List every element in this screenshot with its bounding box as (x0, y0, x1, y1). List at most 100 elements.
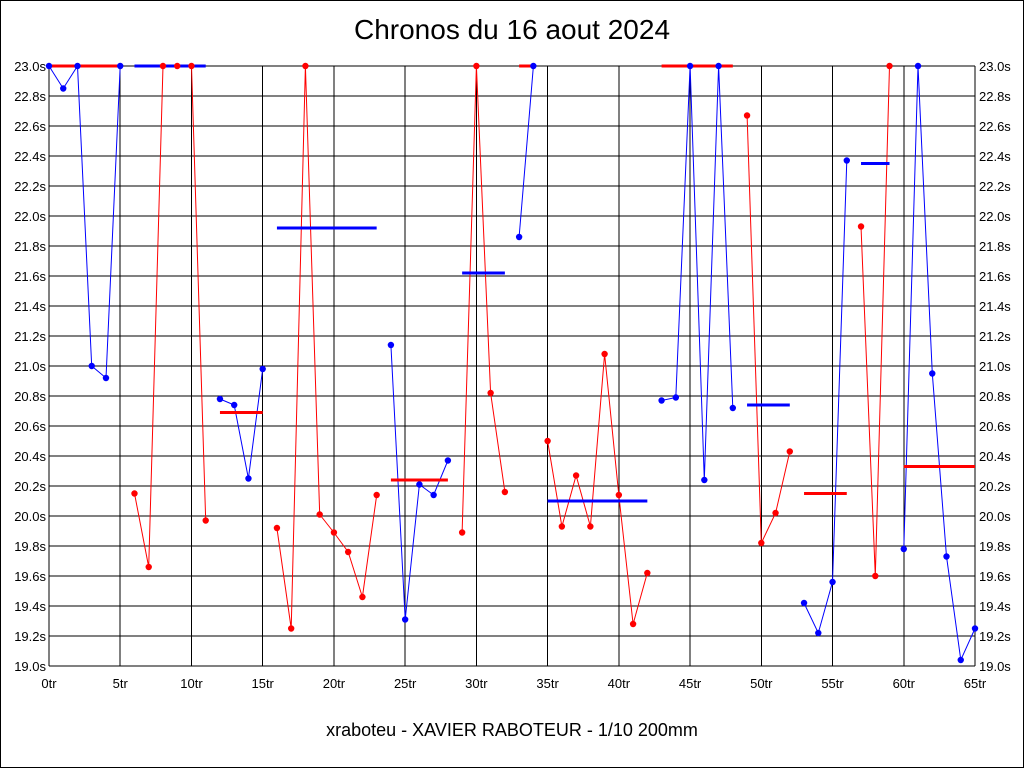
y-tick-label-left: 22.8s (14, 89, 46, 104)
y-tick-label-right: 20.6s (979, 419, 1011, 434)
data-point-blue (216, 395, 224, 403)
y-tick-label-left: 21.6s (14, 269, 46, 284)
x-axis-labels: 0tr 5tr 10tr 15tr 20tr 25tr 30tr 35tr 40tr 45tr 50… (41, 676, 986, 691)
y-tick-label-right: 20.4s (979, 449, 1011, 464)
series-line-blue (518, 65, 534, 238)
data-point-blue (815, 629, 822, 637)
data-point-blue (74, 62, 81, 70)
y-tick-label-right: 19.8s (979, 539, 1011, 554)
data-point-red (644, 569, 651, 577)
x-tick-label: 10tr (180, 676, 203, 691)
y-tick-label-right: 20.0s (979, 509, 1011, 524)
y-tick-label-right: 21.4s (979, 299, 1011, 314)
chart-title: Chronos du 16 aout 2024 (353, 14, 671, 45)
data-point-red (857, 223, 865, 230)
data-point-red (316, 511, 323, 518)
data-point-blue (800, 599, 808, 607)
data-point-red (174, 62, 181, 70)
y-tick-label-left: 19.0s (14, 659, 46, 674)
data-point-blue (117, 62, 124, 70)
series-line-red (461, 65, 506, 533)
y-tick-label-left: 21.2s (14, 329, 46, 344)
series-line-red (134, 65, 207, 568)
data-point-red (572, 472, 580, 479)
x-tick-label: 25tr (394, 676, 417, 691)
series-line-red (746, 115, 791, 544)
y-tick-label-right: 22.0s (979, 209, 1011, 224)
data-point-blue (401, 616, 409, 623)
x-tick-label: 45tr (679, 676, 702, 691)
data-point-red (786, 448, 793, 455)
data-point-red (601, 350, 608, 358)
data-point-blue (686, 62, 694, 70)
y-tick-label-right: 19.0s (979, 659, 1011, 674)
x-tick-label: 60tr (893, 676, 916, 691)
data-point-red (615, 491, 623, 499)
y-tick-label-right: 23.0s (979, 59, 1011, 74)
data-point-red (743, 112, 751, 119)
x-tick-label: 35tr (536, 676, 559, 691)
y-tick-label-left: 22.0s (14, 209, 46, 224)
data-point-red (330, 529, 338, 536)
series-line-blue (48, 64, 121, 380)
series-points (45, 62, 979, 664)
data-point-red (359, 593, 366, 601)
y-tick-label-right: 21.2s (979, 329, 1011, 344)
data-point-red (202, 517, 209, 524)
data-point-red (772, 509, 779, 517)
y-axis-labels-right: 19.0s 19.2s 19.4s 19.6s 19.8s 20.0s 20.2s 20.4s… (979, 59, 1011, 674)
data-point-blue (444, 457, 452, 464)
y-tick-label-left: 20.2s (14, 479, 46, 494)
y-tick-label-right: 21.6s (979, 269, 1011, 284)
y-tick-label-left: 23.0s (14, 59, 46, 74)
data-point-red (544, 437, 551, 445)
data-point-red (159, 62, 167, 70)
data-point-red (344, 548, 352, 556)
data-point-blue (231, 401, 238, 409)
y-tick-label-right: 21.8s (979, 239, 1011, 254)
y-tick-label-left: 20.0s (14, 509, 46, 524)
data-point-red (587, 523, 594, 530)
y-tick-label-right: 19.6s (979, 569, 1011, 584)
data-point-blue (245, 475, 252, 482)
data-point-red (629, 620, 637, 628)
y-tick-label-left: 19.8s (14, 539, 46, 554)
y-tick-label-right: 19.2s (979, 629, 1011, 644)
y-tick-label-right: 22.8s (979, 89, 1011, 104)
x-tick-label: 50tr (750, 676, 773, 691)
data-point-red (473, 62, 480, 70)
y-tick-label-right: 20.2s (979, 479, 1011, 494)
y-tick-label-left: 22.4s (14, 149, 46, 164)
data-point-red (487, 389, 494, 397)
series-line-red (860, 65, 890, 577)
series-line-blue (803, 160, 848, 635)
data-point-red (373, 491, 380, 499)
chart-footer: xraboteu - XAVIER RABOTEUR - 1/10 200mm (326, 720, 698, 740)
data-point-blue (416, 481, 423, 488)
data-point-blue (843, 157, 850, 164)
data-point-blue (900, 545, 907, 553)
x-tick-label: 55tr (821, 676, 844, 691)
x-tick-label: 5tr (113, 676, 129, 691)
data-point-blue (672, 394, 680, 401)
x-tick-label: 15tr (251, 676, 274, 691)
y-tick-label-left: 22.2s (14, 179, 46, 194)
data-point-red (287, 625, 295, 632)
data-point-blue (729, 404, 737, 412)
data-point-red (273, 524, 281, 532)
data-point-blue (88, 362, 95, 370)
y-tick-label-right: 22.4s (979, 149, 1011, 164)
data-point-red (872, 572, 879, 580)
data-point-blue (60, 85, 67, 92)
series-lines (48, 64, 976, 662)
y-tick-label-right: 21.0s (979, 359, 1011, 374)
series-line-blue (903, 65, 976, 662)
average-bars (49, 64, 975, 503)
data-point-blue (943, 553, 950, 560)
data-point-red (558, 523, 566, 530)
x-tick-label: 40tr (608, 676, 631, 691)
data-point-blue (515, 233, 523, 241)
y-tick-label-right: 20.8s (979, 389, 1011, 404)
data-point-blue (829, 578, 836, 586)
